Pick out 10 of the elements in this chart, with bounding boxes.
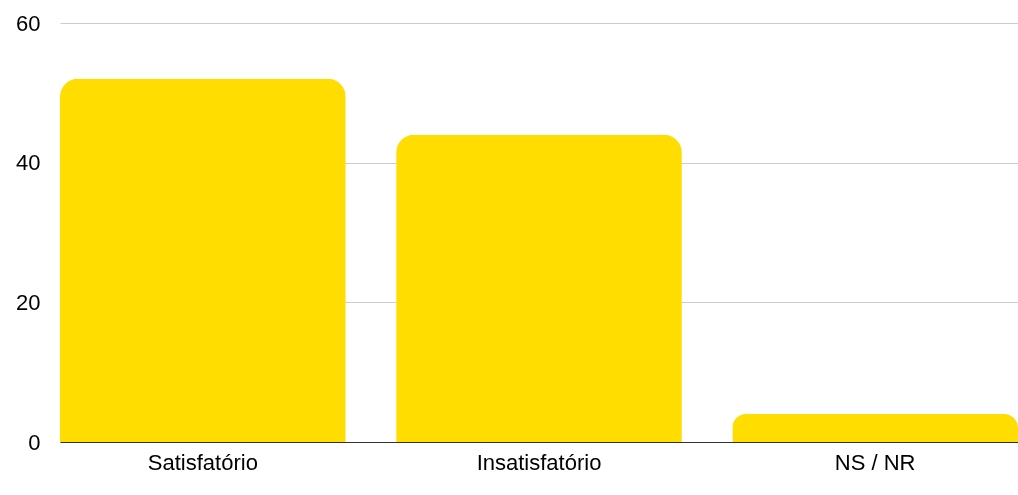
- y-tick-label: 40: [16, 150, 41, 176]
- y-tick-label: 60: [16, 10, 41, 36]
- x-tick-label: Satisfatório: [147, 449, 258, 475]
- x-tick-label: Insatisfatório: [476, 449, 602, 475]
- y-tick-label: 20: [16, 289, 41, 315]
- bar: [60, 78, 346, 442]
- bar: [732, 414, 1018, 442]
- bar: [396, 134, 682, 442]
- x-tick-label: NS / NR: [834, 449, 916, 475]
- y-tick-label: 0: [28, 429, 41, 455]
